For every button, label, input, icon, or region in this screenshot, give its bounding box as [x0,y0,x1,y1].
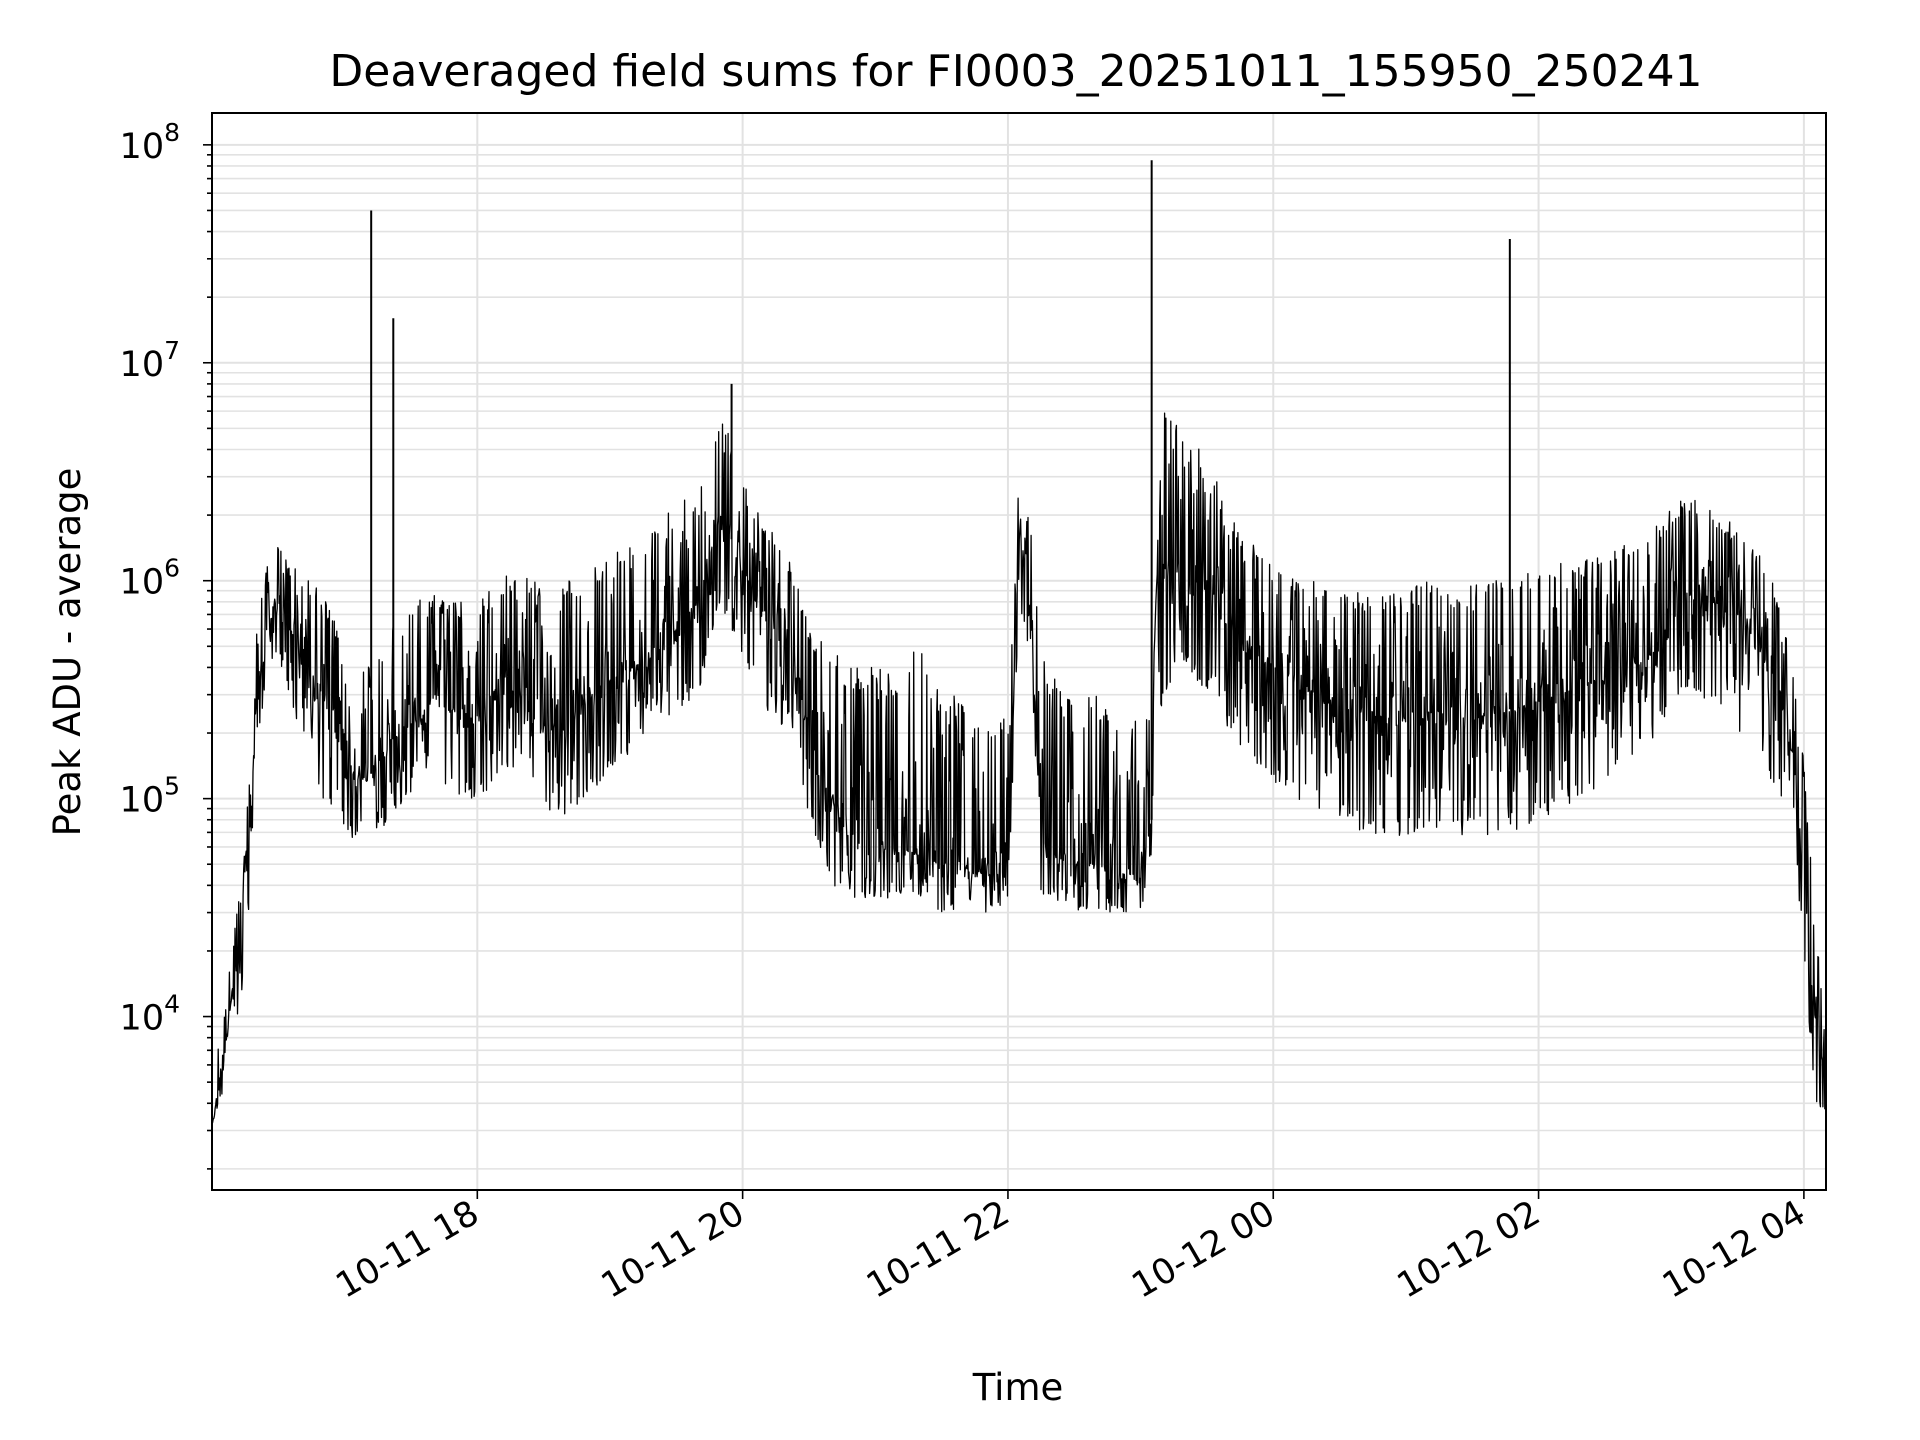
y-tick-exponent: 4 [164,990,180,1019]
data-layer [211,160,1827,1125]
plot-frame [211,112,1827,1191]
y-tick-label: 106 [120,554,180,603]
y-tick-label: 105 [120,772,180,821]
y-tick-label: 104 [120,990,180,1039]
y-tick-label: 108 [120,118,180,167]
chart-title: Deaveraged field sums for FI0003_2025101… [329,46,1702,97]
y-tick-exponent: 6 [164,554,180,583]
y-tick-exponent: 8 [164,118,180,147]
y-tick-base: 10 [120,563,165,603]
grid-layer [212,113,1826,1190]
y-tick-base: 10 [120,781,165,821]
y-axis-title: Peak ADU - average [46,468,89,837]
y-tick-exponent: 5 [164,772,180,801]
y-tick-base: 10 [120,127,165,167]
y-tick-base: 10 [120,345,165,385]
y-tick-exponent: 7 [164,336,180,365]
y-tick-base: 10 [120,999,165,1039]
x-axis-title: Time [972,1366,1064,1409]
series-line [211,412,1827,1125]
y-tick-label: 107 [120,336,180,385]
